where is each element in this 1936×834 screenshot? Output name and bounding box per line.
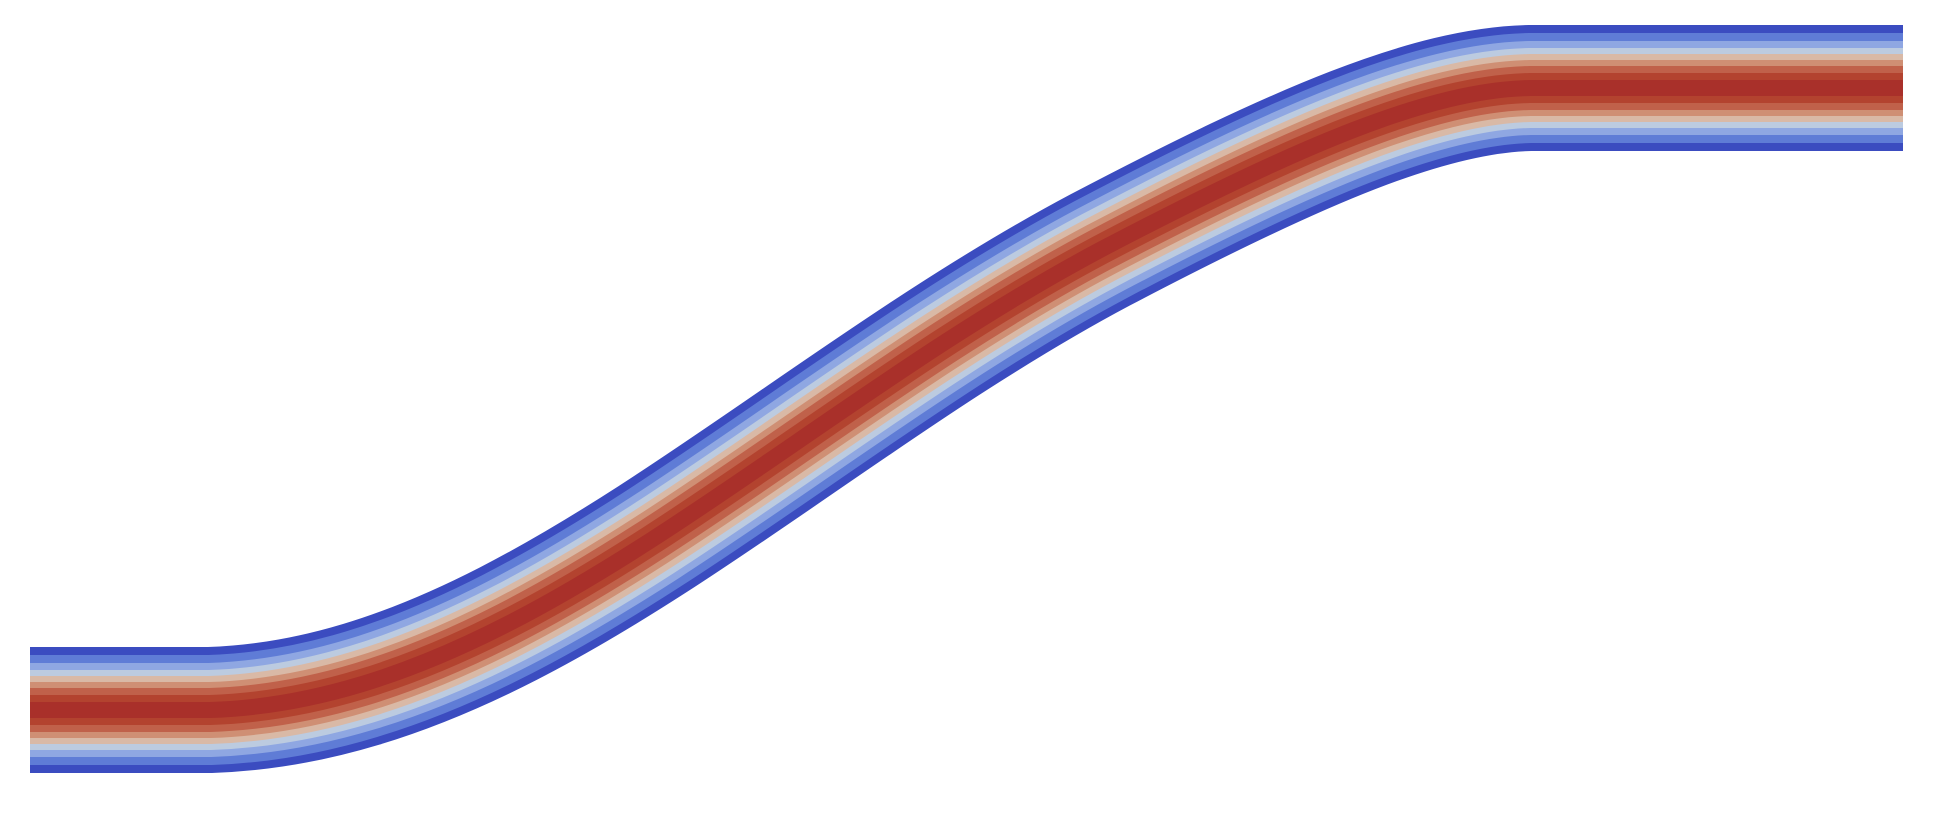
channel-wall-layer (30, 25, 1903, 773)
channel-field (30, 25, 1903, 773)
channel-centerline (30, 80, 1903, 718)
